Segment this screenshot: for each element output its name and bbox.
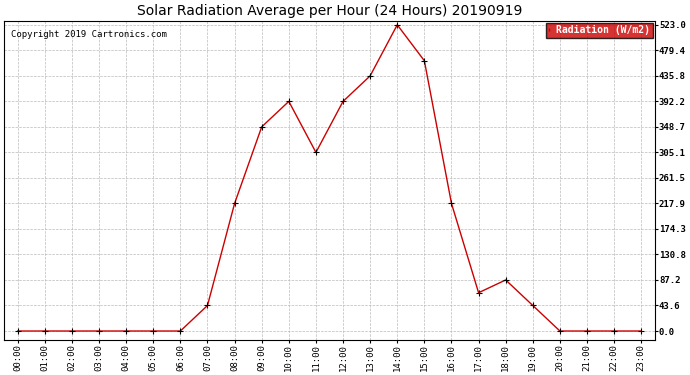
Title: Solar Radiation Average per Hour (24 Hours) 20190919: Solar Radiation Average per Hour (24 Hou… xyxy=(137,4,522,18)
Legend: Radiation (W/m2): Radiation (W/m2) xyxy=(546,22,653,38)
Text: Copyright 2019 Cartronics.com: Copyright 2019 Cartronics.com xyxy=(10,30,166,39)
